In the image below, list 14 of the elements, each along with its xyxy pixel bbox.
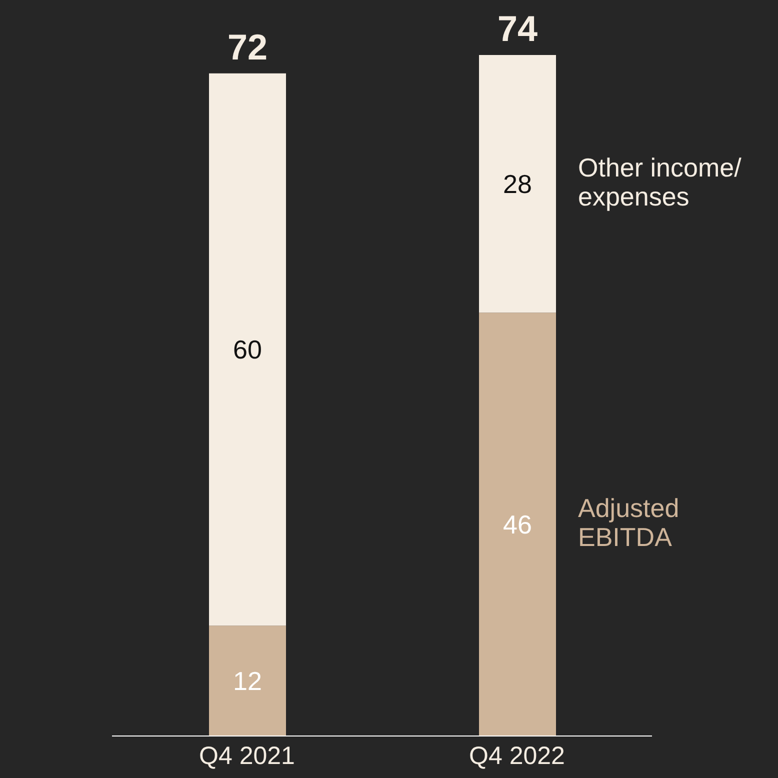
bar	[209, 626, 286, 736]
data-label: 28	[503, 169, 532, 200]
data-label: 12	[233, 666, 262, 696]
x-tick-label: Q4 2021	[199, 742, 295, 770]
bar	[209, 73, 286, 626]
data-label: 60	[233, 334, 262, 365]
data-label: 46	[503, 510, 532, 540]
bar	[479, 312, 556, 736]
total-label: 74	[497, 8, 538, 49]
series-label: Adjusted EBITDA	[578, 492, 680, 552]
bar	[479, 55, 556, 313]
total-label: 72	[227, 26, 268, 68]
x-tick-label: Q4 2022	[469, 742, 565, 770]
series-label: Other income/ expenses	[578, 152, 742, 212]
